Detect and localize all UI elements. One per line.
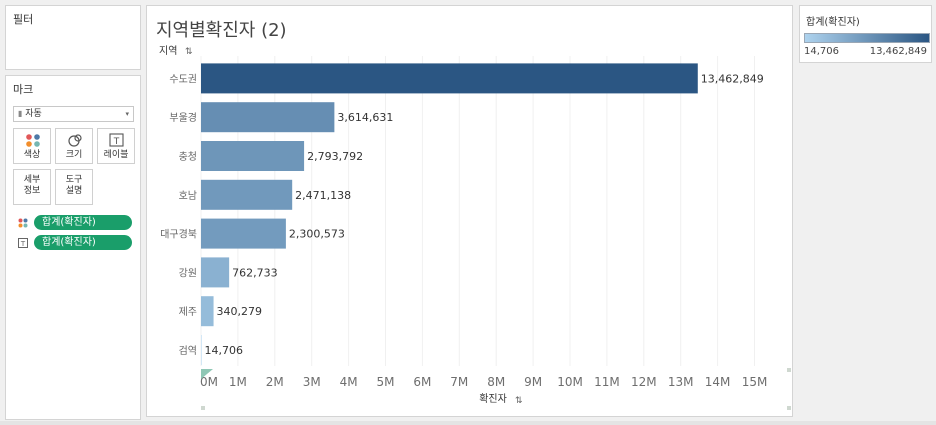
sort-icon[interactable]: ⇅ <box>185 47 193 57</box>
bar[interactable] <box>201 102 335 133</box>
svg-text:T: T <box>20 240 26 248</box>
x-tick-label: 5M <box>377 375 395 389</box>
status-strip <box>0 421 936 425</box>
bar-chart-icon: ▮ <box>18 109 23 118</box>
size-button-label: 크기 <box>65 150 83 160</box>
y-category-label[interactable]: 검역 <box>179 345 197 357</box>
color-dots-icon <box>18 218 28 228</box>
bar[interactable] <box>201 257 230 288</box>
resize-handle[interactable] <box>787 368 791 372</box>
marks-panel: 마크 ▮ 자동 ▾ 색상 크기 T 레이블 세부 정보 도구 설명 <box>5 75 141 420</box>
y-category-label[interactable]: 수도권 <box>169 73 197 85</box>
color-button[interactable]: 색상 <box>13 128 51 164</box>
x-tick-label: 2M <box>266 375 284 389</box>
bar[interactable] <box>201 218 286 249</box>
axis-corner-marker <box>201 369 213 379</box>
label-button[interactable]: T 레이블 <box>97 128 135 164</box>
legend-title: 합계(확진자) <box>806 17 860 28</box>
size-icon <box>68 134 82 147</box>
size-button[interactable]: 크기 <box>55 128 93 164</box>
x-axis-header[interactable]: 확진자 <box>479 393 507 405</box>
color-pill-row: 합계(확진자) <box>18 215 138 231</box>
label-button-label: 레이블 <box>103 150 129 160</box>
x-tick-label: 14M <box>705 375 731 389</box>
data-labels: 13,462,849 3,614,631 2,793,792 2,471,138 2,3… <box>205 72 764 357</box>
filters-panel[interactable]: 필터 <box>5 5 141 70</box>
data-label: 2,793,792 <box>307 150 363 163</box>
marks-title: 마크 <box>13 83 34 96</box>
x-tick-label: 13M <box>668 375 694 389</box>
data-label: 762,733 <box>232 266 278 279</box>
y-category-label[interactable]: 호남 <box>179 190 197 202</box>
resize-handle[interactable] <box>201 406 205 410</box>
y-category-label[interactable]: 부울경 <box>169 111 197 124</box>
color-legend[interactable]: 합계(확진자) 14,706 13,462,849 <box>799 5 932 63</box>
tooltip-button-label-1: 도구 <box>65 175 83 185</box>
resize-handle[interactable] <box>787 406 791 410</box>
data-label: 13,462,849 <box>701 72 764 85</box>
bar[interactable] <box>201 141 305 171</box>
svg-text:T: T <box>113 137 120 147</box>
bar[interactable] <box>201 63 698 94</box>
x-tick-label: 8M <box>487 375 505 389</box>
data-label: 14,706 <box>205 344 244 357</box>
text-label-icon: T <box>109 133 124 147</box>
tooltip-button[interactable]: 도구 설명 <box>55 169 93 205</box>
x-tick-label: 0M <box>200 375 218 389</box>
x-tick-label: 12M <box>631 375 657 389</box>
legend-color-ramp <box>804 33 930 43</box>
label-pill-row: T 합계(확진자) <box>18 235 138 251</box>
y-category-label[interactable]: 강원 <box>179 267 197 279</box>
bar[interactable] <box>201 335 202 365</box>
bar[interactable] <box>201 179 293 210</box>
x-tick-label: 10M <box>557 375 583 389</box>
data-label: 340,279 <box>217 305 263 318</box>
text-label-icon: T <box>18 238 28 248</box>
x-tick-label: 6M <box>413 375 431 389</box>
x-tick-label: 11M <box>594 375 620 389</box>
data-label: 2,300,573 <box>289 228 345 241</box>
mark-type-dropdown[interactable]: ▮ 자동 ▾ <box>13 106 134 122</box>
y-axis-header[interactable]: 지역 <box>159 45 177 57</box>
tooltip-button-label-2: 설명 <box>65 186 83 196</box>
x-tick-label: 15M <box>742 375 768 389</box>
label-field-pill[interactable]: 합계(확진자) <box>34 235 132 250</box>
color-field-pill[interactable]: 합계(확진자) <box>34 215 132 230</box>
legend-max-value: 13,462,849 <box>869 46 927 57</box>
x-tick-label: 7M <box>450 375 468 389</box>
y-category-label[interactable]: 대구경북 <box>160 228 197 241</box>
detail-button-label-2: 정보 <box>23 186 41 196</box>
detail-button-label-1: 세부 <box>23 175 41 185</box>
x-tick-label: 4M <box>340 375 358 389</box>
chevron-down-icon: ▾ <box>125 110 129 118</box>
color-dots-icon <box>26 134 40 147</box>
y-category-label[interactable]: 충청 <box>179 151 197 163</box>
mark-type-value: 자동 <box>25 109 42 119</box>
x-tick-label: 3M <box>303 375 321 389</box>
color-button-label: 색상 <box>23 150 41 160</box>
sheet-title: 지역별확진자 (2) <box>156 20 287 41</box>
data-label: 2,471,138 <box>295 189 351 202</box>
y-category-label[interactable]: 제주 <box>179 306 197 318</box>
filters-title: 필터 <box>13 13 34 26</box>
x-tick-label: 1M <box>229 375 247 389</box>
data-label: 3,614,631 <box>337 111 393 124</box>
x-tick-labels: 0M 1M 2M 3M 4M 5M 6M 7M 8M 9M 10M 11M 12M 13M 14M 15M <box>200 375 767 389</box>
detail-button[interactable]: 세부 정보 <box>13 169 51 205</box>
bars <box>201 63 698 365</box>
x-tick-label: 9M <box>524 375 542 389</box>
legend-min-value: 14,706 <box>804 46 839 57</box>
sort-icon[interactable]: ⇅ <box>515 396 523 406</box>
bar[interactable] <box>201 296 214 327</box>
